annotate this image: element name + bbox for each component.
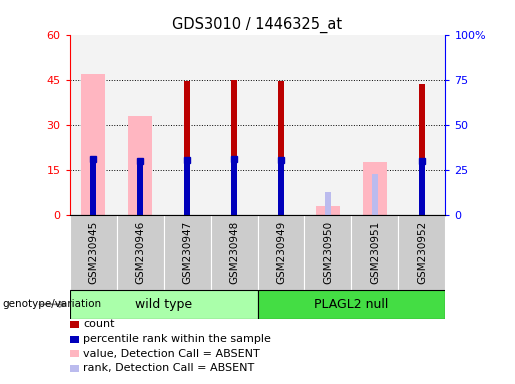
Bar — [70, 290, 258, 319]
Text: PLAGL2 null: PLAGL2 null — [314, 298, 389, 311]
Bar — [70, 35, 116, 215]
Bar — [399, 215, 445, 290]
Bar — [164, 215, 211, 290]
Bar — [90, 159, 96, 215]
Bar — [184, 81, 190, 215]
Bar — [399, 35, 445, 215]
Bar — [258, 290, 445, 319]
Bar — [419, 161, 425, 215]
Bar — [372, 174, 378, 215]
Text: percentile rank within the sample: percentile rank within the sample — [83, 334, 271, 344]
Text: GSM230950: GSM230950 — [323, 221, 333, 284]
Bar — [278, 160, 284, 215]
Bar — [116, 215, 164, 290]
Bar — [352, 215, 399, 290]
Bar — [164, 35, 211, 215]
Bar — [419, 84, 425, 215]
Text: GSM230948: GSM230948 — [229, 221, 239, 284]
Bar — [116, 35, 164, 215]
Text: value, Detection Call = ABSENT: value, Detection Call = ABSENT — [83, 349, 260, 359]
Text: genotype/variation: genotype/variation — [3, 299, 101, 310]
Text: GDS3010 / 1446325_at: GDS3010 / 1446325_at — [173, 17, 342, 33]
Text: rank, Detection Call = ABSENT: rank, Detection Call = ABSENT — [83, 363, 254, 373]
Bar — [137, 161, 143, 215]
Bar — [211, 35, 258, 215]
Text: GSM230949: GSM230949 — [276, 221, 286, 284]
Bar — [258, 215, 304, 290]
Bar — [231, 159, 237, 215]
Bar — [304, 35, 352, 215]
Bar — [70, 215, 116, 290]
Bar — [211, 215, 258, 290]
Bar — [304, 215, 352, 290]
Bar — [258, 35, 304, 215]
Text: GSM230947: GSM230947 — [182, 221, 192, 284]
Bar — [278, 81, 284, 215]
Bar — [184, 160, 190, 215]
Text: GSM230951: GSM230951 — [370, 221, 380, 284]
Text: GSM230945: GSM230945 — [88, 221, 98, 284]
Text: count: count — [83, 319, 114, 329]
Bar — [325, 192, 331, 215]
Bar — [128, 116, 152, 215]
Bar — [316, 206, 340, 215]
Bar — [363, 162, 387, 215]
Bar — [81, 74, 105, 215]
Text: GSM230946: GSM230946 — [135, 221, 145, 284]
Bar — [231, 80, 237, 215]
Bar — [352, 35, 399, 215]
Text: wild type: wild type — [135, 298, 192, 311]
Text: GSM230952: GSM230952 — [417, 221, 427, 284]
